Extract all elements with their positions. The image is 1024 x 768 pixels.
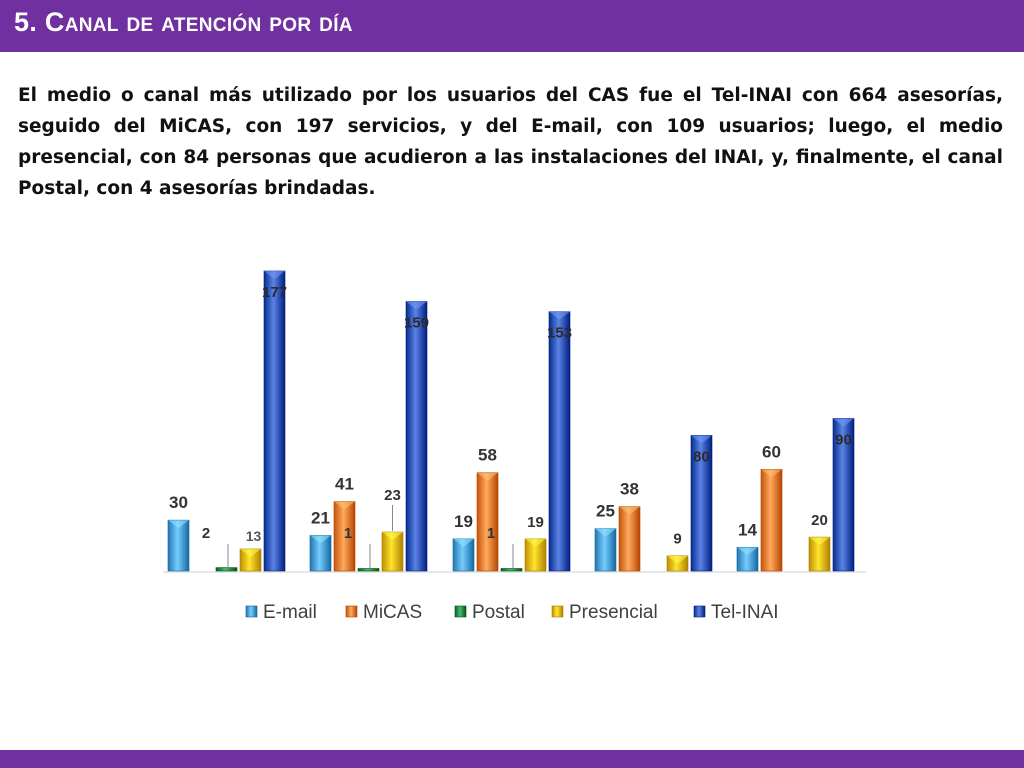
data-label-telinai-5: 90 [835,431,852,448]
bar-cap-telinai-1 [264,271,285,279]
bar-cap-email-5 [737,547,758,556]
legend-swatch-micas [345,605,358,618]
bar-cap-presencial-2 [382,532,403,541]
bar-cap-micas-5 [761,469,782,478]
bar-cap-telinai-3 [549,311,570,320]
data-label-telinai-3: 153 [547,325,572,342]
legend-label-email: E-mail [263,602,317,623]
bar-postal-2 [357,568,380,572]
legend-label-telinai: Tel-INAI [711,602,779,623]
slide-title: 5. Canal de atención por día [14,7,353,37]
bar-cap-micas-3 [477,472,498,481]
bar-cap-telinai-2 [406,301,427,310]
data-label-presencial-4: 9 [673,531,681,548]
legend-swatch-telinai [693,605,706,618]
bar-cap-micas-2 [334,501,355,510]
bar-micas-3 [476,472,499,572]
data-label-email-1: 30 [169,493,188,512]
data-label-postal-2: 1 [344,525,352,542]
legend-label-postal: Postal [472,602,525,623]
data-label-telinai-4: 80 [693,448,710,465]
data-label-presencial-1: 13 [246,528,262,544]
legend-swatch-postal [454,605,467,618]
bar-cap-presencial-1 [240,548,261,557]
bar-cap-email-2 [310,535,331,544]
bottom-bar [0,750,1024,768]
bar-telinai-3 [548,311,571,572]
bar-cap-presencial-4 [667,555,688,564]
data-label-presencial-2: 23 [384,487,401,504]
data-label-micas-3: 58 [478,446,497,465]
data-label-email-4: 25 [596,502,615,521]
bar-micas-4 [618,506,641,572]
data-label-postal-3: 1 [487,525,495,542]
bar-cap-presencial-3 [525,538,546,547]
data-label-micas-5: 60 [762,442,781,461]
bar-cap-telinai-4 [691,435,712,444]
data-label-email-3: 19 [454,512,473,531]
data-label-micas-2: 41 [335,475,354,494]
data-label-micas-4: 38 [620,480,639,499]
bar-telinai-1 [263,270,286,572]
data-label-telinai-2: 159 [404,315,429,332]
bar-cap-telinai-5 [833,418,854,427]
bar-cap-presencial-5 [809,537,830,546]
bar-postal-3 [500,568,523,572]
bar-cap-email-1 [168,520,189,529]
bar-postal-1 [215,567,238,572]
bar-cap-micas-4 [619,506,640,515]
data-label-email-5: 14 [738,520,757,539]
summary-paragraph: El medio o canal más utilizado por los u… [18,85,1003,199]
bar-cap-email-4 [595,528,616,537]
title-bar: 5. Canal de atención por día [0,0,1024,52]
data-label-presencial-3: 19 [527,514,544,531]
legend-swatch-presencial [551,605,564,618]
bar-cap-email-3 [453,538,474,547]
data-label-telinai-1: 177 [262,284,287,301]
data-label-email-2: 21 [311,508,330,527]
legend-swatch-email [245,605,258,618]
data-label-presencial-5: 20 [811,512,828,529]
data-label-postal-1: 2 [202,525,210,542]
legend-label-presencial: Presencial [569,602,658,623]
legend-label-micas: MiCAS [363,602,422,623]
bar-telinai-2 [405,301,428,572]
bar-micas-5 [760,469,783,572]
